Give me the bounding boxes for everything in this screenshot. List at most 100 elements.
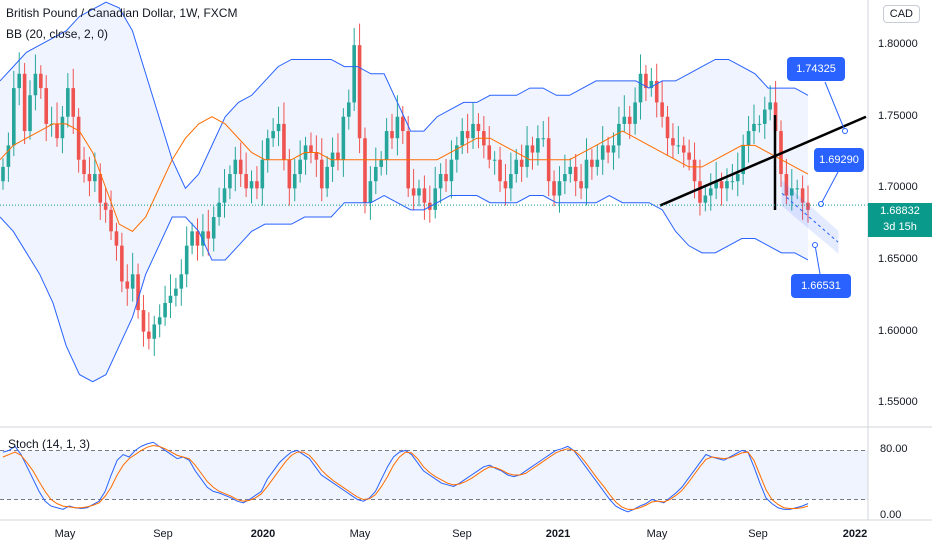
candle-body	[17, 73, 22, 89]
candle-body	[276, 123, 281, 132]
candle-body	[114, 231, 119, 246]
candle-body	[649, 80, 654, 89]
candle	[71, 68, 76, 134]
candle-body	[76, 116, 81, 160]
candle-body	[55, 123, 59, 139]
candle	[17, 52, 22, 106]
candle	[795, 179, 799, 200]
bollinger-lower-line	[0, 194, 809, 383]
candle-body	[157, 317, 162, 325]
candle	[130, 252, 135, 302]
candle-body	[465, 131, 470, 139]
candle	[525, 126, 529, 178]
time-tick-label: May	[349, 528, 371, 540]
callout-connector	[814, 244, 821, 275]
bollinger-indicator-label[interactable]: BB (20, close, 2, 0)	[6, 27, 109, 41]
candle	[687, 139, 691, 171]
candle	[12, 70, 16, 157]
candle-body	[746, 131, 751, 146]
candle	[449, 140, 454, 199]
candle-body	[725, 181, 729, 189]
candle	[552, 170, 556, 207]
candle	[660, 80, 664, 128]
candle-body	[703, 195, 708, 203]
candle-body	[222, 188, 227, 203]
candle	[708, 173, 713, 211]
bollinger-basis-line	[0, 116, 809, 232]
candle	[76, 108, 81, 173]
candle	[368, 166, 373, 220]
candle	[6, 132, 11, 182]
candle-body	[606, 145, 610, 153]
candle-body	[627, 116, 632, 124]
candle	[536, 125, 540, 166]
candle-body	[120, 245, 124, 282]
price-callout[interactable]: 1.66531	[791, 274, 851, 298]
candle	[109, 190, 113, 240]
price-callout[interactable]: 1.69290	[814, 148, 864, 172]
candle	[557, 166, 562, 213]
candle-body	[752, 123, 756, 132]
candle-body	[314, 152, 319, 160]
candle-body	[109, 209, 113, 232]
candle-body	[784, 174, 789, 196]
candle-body	[71, 88, 76, 117]
candle	[762, 96, 767, 139]
time-tick-label: May	[54, 528, 76, 540]
candle-body	[660, 102, 664, 117]
candle-body	[541, 138, 546, 140]
trend-line[interactable]	[659, 115, 867, 207]
candle	[265, 129, 270, 173]
candle	[757, 115, 762, 133]
candle-body	[503, 181, 508, 189]
price-callout[interactable]: 1.74325	[787, 57, 845, 81]
candle-body	[681, 145, 686, 153]
candle-body	[806, 202, 810, 210]
parallel-channel[interactable]	[781, 180, 839, 254]
candle-body	[368, 181, 373, 203]
candle	[190, 222, 194, 255]
candle-body	[265, 138, 270, 160]
candlestick-series	[1, 23, 810, 356]
candle	[654, 63, 659, 118]
stoch-tick-label: 0.00	[880, 508, 902, 521]
candle-body	[471, 123, 475, 139]
candle-body	[12, 88, 16, 146]
candle	[725, 168, 729, 202]
candle	[1, 158, 5, 190]
candle-body	[611, 145, 616, 153]
candle-body	[422, 188, 427, 203]
candle-body	[228, 174, 232, 189]
channel-midline	[781, 192, 839, 243]
candle-body	[87, 174, 92, 182]
candle	[282, 102, 286, 171]
candle	[271, 118, 275, 147]
stochastic-indicator-label[interactable]: Stoch (14, 1, 3)	[8, 437, 91, 451]
candle	[568, 158, 573, 183]
candle	[465, 113, 470, 154]
candle	[379, 151, 383, 176]
chart-frame	[0, 0, 932, 521]
candle	[579, 164, 583, 200]
callout-connector	[820, 171, 839, 205]
candle-body	[698, 181, 702, 203]
candle	[487, 126, 492, 169]
currency-button[interactable]: CAD	[882, 5, 920, 23]
candle-body	[147, 331, 151, 339]
candle	[352, 27, 356, 112]
candle-body	[1, 166, 5, 182]
candle-body	[6, 145, 11, 167]
candle	[460, 118, 465, 154]
candle	[789, 169, 794, 211]
candle	[217, 187, 221, 226]
candle	[260, 140, 265, 206]
candle	[22, 63, 27, 144]
candle	[211, 206, 216, 252]
candle-body	[39, 73, 43, 89]
candle-body	[557, 181, 562, 196]
candle	[665, 105, 670, 156]
candle	[476, 113, 481, 149]
candle	[438, 163, 443, 204]
candle	[735, 152, 740, 197]
